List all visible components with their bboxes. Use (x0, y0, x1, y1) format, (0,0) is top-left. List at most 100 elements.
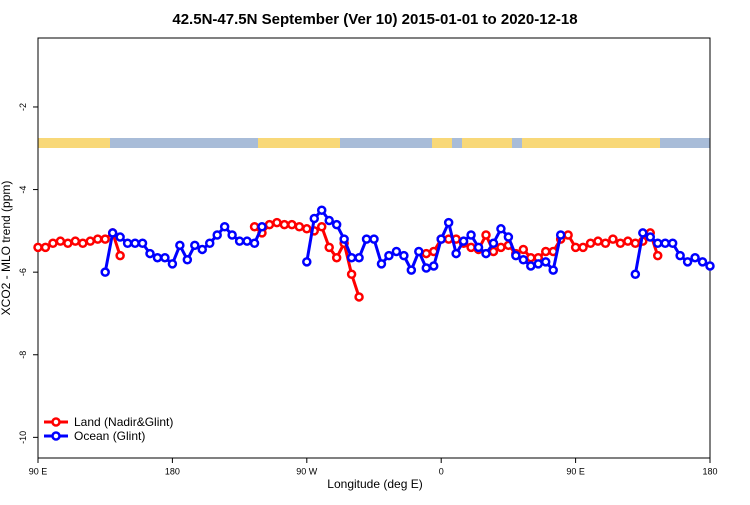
data-point (630, 269, 641, 279)
data-point (212, 230, 222, 240)
data-point (391, 246, 402, 257)
data-point (443, 217, 454, 228)
data-point (526, 252, 536, 263)
data-point (354, 292, 364, 302)
data-point (555, 230, 566, 240)
x-tick-label: 0 (439, 466, 444, 476)
legend-label: Ocean (Glint) (74, 429, 145, 443)
land-band (522, 138, 660, 148)
data-point (682, 257, 693, 267)
x-tick-label: 90 W (296, 466, 318, 476)
data-point (503, 232, 514, 242)
data-point (638, 228, 648, 238)
data-point (473, 242, 484, 253)
data-point (414, 246, 424, 257)
data-point (578, 242, 588, 253)
data-point (78, 238, 88, 249)
data-point (608, 234, 618, 244)
data-point (55, 236, 66, 246)
data-point (533, 259, 544, 269)
data-point (705, 261, 715, 271)
data-point (652, 250, 663, 261)
data-point (428, 261, 439, 271)
data-point (197, 244, 208, 255)
data-point (570, 242, 581, 253)
data-point (361, 234, 372, 244)
data-point (309, 213, 320, 224)
data-point (518, 244, 529, 255)
data-point (511, 250, 521, 261)
data-point (406, 265, 417, 275)
data-point (316, 221, 327, 232)
data-point (458, 236, 469, 246)
chart-title: 42.5N-47.5N September (Ver 10) 2015-01-0… (172, 11, 577, 28)
data-point (48, 238, 58, 249)
data-point (421, 248, 432, 259)
data-point (70, 236, 81, 246)
y-tick-label: -8 (18, 351, 28, 359)
data-point (167, 259, 178, 269)
data-point (145, 248, 155, 259)
data-point (182, 255, 193, 265)
data-point (287, 219, 297, 230)
x-tick-label: 90 E (566, 466, 585, 476)
data-point (518, 255, 529, 265)
data-point (630, 238, 641, 249)
x-tick-label: 180 (702, 466, 717, 476)
data-point (40, 242, 51, 253)
data-point (339, 234, 349, 244)
data-point (63, 238, 73, 249)
legend-label: Land (Nadir&Glint) (74, 415, 173, 429)
data-point (466, 242, 476, 253)
data-point (107, 228, 118, 238)
data-point (175, 240, 185, 251)
x-axis-label: Longitude (deg E) (327, 477, 422, 491)
data-point (100, 234, 110, 244)
legend-marker (51, 417, 61, 427)
data-point (324, 242, 334, 253)
data-point (660, 238, 670, 249)
data-point (496, 242, 506, 253)
data-point (451, 248, 461, 259)
data-point (130, 238, 140, 249)
data-point (160, 252, 170, 263)
land-ocean-strip (38, 138, 710, 148)
x-tick-label: 180 (165, 466, 180, 476)
data-point (548, 265, 558, 275)
y-tick-label: -6 (18, 268, 28, 276)
data-point (526, 261, 536, 271)
data-point (540, 246, 551, 257)
data-point (354, 252, 364, 263)
data-point (346, 269, 357, 279)
data-point (675, 250, 685, 261)
data-point (204, 238, 215, 249)
data-point (645, 232, 656, 242)
land-band (258, 138, 340, 148)
data-point (585, 238, 596, 249)
y-tick-label: -10 (18, 431, 28, 444)
data-point (316, 205, 327, 215)
data-point (249, 238, 260, 249)
data-point (376, 259, 387, 269)
data-point (697, 257, 708, 267)
data-point (481, 230, 491, 240)
data-point (272, 217, 282, 228)
land-band (432, 138, 452, 148)
data-point (264, 219, 275, 230)
data-point (399, 250, 409, 261)
land-band (462, 138, 512, 148)
data-point (234, 236, 245, 246)
data-point (436, 234, 446, 244)
data-point (190, 240, 200, 251)
data-point (294, 221, 305, 232)
data-point (421, 263, 432, 273)
data-point (667, 238, 678, 249)
data-point (690, 252, 700, 263)
data-point (615, 238, 626, 249)
data-point (92, 234, 103, 244)
data-point (257, 221, 267, 232)
legend-marker (51, 431, 61, 441)
data-point (302, 257, 312, 267)
y-tick-label: -4 (18, 186, 28, 194)
